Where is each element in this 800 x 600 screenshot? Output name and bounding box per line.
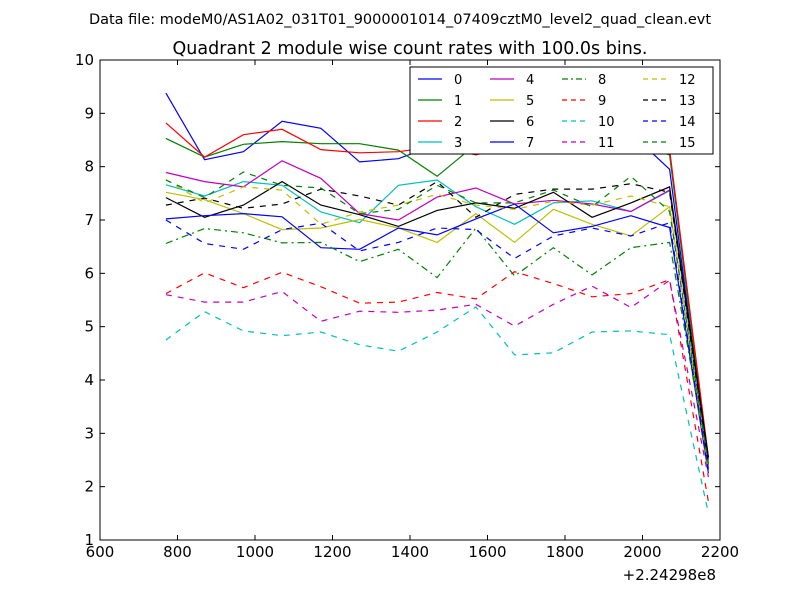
y-tick-label: 1 [84, 531, 94, 549]
y-tick-label: 5 [84, 318, 94, 336]
legend-label-12: 12 [679, 73, 696, 88]
series-line-11 [165, 279, 709, 478]
legend-label-9: 9 [598, 94, 606, 109]
legend-label-3: 3 [454, 136, 462, 151]
series-line-15 [165, 171, 709, 466]
x-tick-label: 2200 [701, 543, 739, 561]
x-tick-label: 1400 [391, 543, 429, 561]
y-tick-label: 6 [84, 264, 94, 282]
legend-label-7: 7 [526, 136, 534, 151]
series-layer [165, 92, 709, 514]
y-tick-label: 7 [84, 211, 94, 229]
x-tick-label: 1200 [313, 543, 351, 561]
x-tick-label: 1000 [236, 543, 274, 561]
plot-area: 600 800 1000 1200 1400 1600 1800 2000 2200123456… [75, 51, 739, 561]
y-tick-label: 8 [84, 158, 94, 176]
series-line-9 [165, 271, 709, 502]
series-line-14 [165, 219, 709, 471]
legend-label-10: 10 [598, 115, 615, 130]
legend-label-1: 1 [454, 94, 462, 109]
series-line-4 [165, 160, 709, 459]
legend-frame [409, 66, 714, 155]
y-tick-label: 2 [84, 478, 94, 496]
series-line-12 [165, 178, 709, 472]
x-tick-label: 1800 [546, 543, 584, 561]
series-line-5 [165, 191, 709, 470]
x-tick-label: 800 [163, 543, 192, 561]
legend-label-0: 0 [454, 73, 462, 88]
y-tick-label: 3 [84, 424, 94, 442]
x-offset-label: +2.24298e8 [623, 566, 716, 584]
legend-label-6: 6 [526, 115, 534, 130]
suptitle: Data file: modeM0/AS1A02_031T01_90000010… [89, 12, 711, 28]
series-line-10 [165, 306, 709, 514]
x-tick-label: 600 [86, 543, 115, 561]
y-tick-label: 4 [84, 371, 94, 389]
legend-label-2: 2 [454, 115, 462, 130]
y-tick-label: 10 [75, 51, 94, 69]
legend-label-13: 13 [679, 94, 696, 109]
legend-label-4: 4 [526, 73, 534, 88]
x-tick-label: 1600 [468, 543, 506, 561]
legend-label-15: 15 [679, 136, 696, 151]
tick-layer: 600 800 1000 1200 1400 1600 1800 2000 2200123456… [75, 51, 739, 561]
y-tick-label: 9 [84, 104, 94, 122]
legend-label-8: 8 [598, 73, 606, 88]
legend-label-11: 11 [598, 136, 615, 151]
legend-label-5: 5 [526, 94, 534, 109]
chart-title: Quadrant 2 module wise count rates with … [173, 39, 648, 59]
legend-label-14: 14 [679, 115, 696, 130]
series-line-8 [165, 227, 709, 467]
series-line-6 [165, 180, 709, 458]
series-line-7 [165, 203, 709, 474]
x-tick-label: 2000 [623, 543, 661, 561]
